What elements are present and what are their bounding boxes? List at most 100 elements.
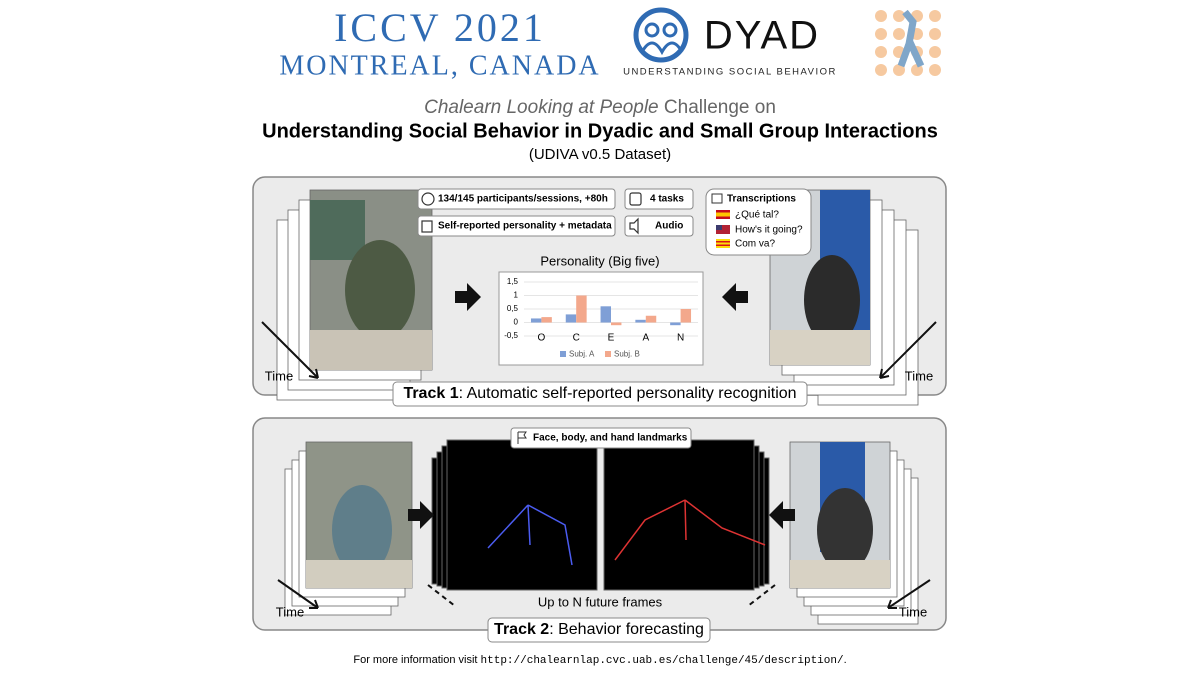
flag-stripe	[716, 212, 730, 217]
bar	[645, 315, 657, 323]
y-tick-label: 1,5	[507, 277, 519, 286]
decoration	[875, 9, 941, 76]
track-label-box	[392, 381, 808, 407]
footer-url[interactable]: http://chalearnlap.cvc.uab.es/challenge/…	[481, 655, 844, 667]
track-name: Track 2	[494, 621, 549, 638]
dot	[875, 64, 887, 76]
dot	[911, 64, 923, 76]
transcription-line: ¿Qué tal?	[735, 210, 779, 221]
chart-title: Personality (Big five)	[540, 253, 659, 268]
flag-cat	[716, 239, 730, 248]
flag-stripe	[716, 244, 730, 246]
dot	[893, 28, 905, 40]
transcription-line: How's it going?	[735, 225, 803, 236]
conference: ICCV 2021	[334, 5, 546, 50]
track-name: Track 1	[403, 385, 458, 402]
title: Understanding Social Behavior in Dyadic …	[262, 120, 938, 142]
badge-icons	[421, 192, 642, 235]
footer-end: .	[844, 654, 847, 666]
time-label: Time	[276, 604, 304, 619]
arrow	[769, 501, 795, 529]
arrow	[455, 283, 481, 311]
landmark-frame	[446, 439, 598, 591]
badge-text: 4 tasks	[650, 194, 684, 205]
skeleton	[487, 504, 573, 566]
track-label: Track 2: Behavior forecasting	[494, 621, 704, 638]
time-label: Time	[265, 368, 293, 383]
icon	[711, 193, 723, 204]
arrow	[722, 283, 748, 311]
bar	[530, 318, 542, 323]
transcription-line: Com va?	[735, 239, 775, 250]
track-label-box	[487, 617, 711, 643]
dot	[929, 64, 941, 76]
dot	[929, 10, 941, 22]
photo-detail	[310, 200, 365, 260]
y-tick-label: -0,5	[504, 331, 518, 340]
time-arrow	[261, 321, 319, 379]
table	[790, 560, 890, 588]
icon	[517, 431, 527, 444]
badge-text: Face, body, and hand landmarks	[533, 433, 688, 444]
bar	[680, 309, 692, 323]
location: MONTREAL, CANADA	[279, 50, 600, 81]
legend-label: Subj. A	[569, 350, 595, 359]
x-tick-label: E	[608, 333, 615, 344]
video-frames	[261, 189, 937, 406]
badge	[510, 427, 692, 449]
person	[345, 240, 415, 340]
x-tick-label: N	[677, 333, 684, 344]
x-tick-label: A	[642, 333, 649, 344]
transcriptions-title: Transcriptions	[727, 194, 796, 205]
x-tick-label: C	[573, 333, 580, 344]
skeleton	[614, 499, 766, 561]
person	[332, 485, 392, 575]
track-label: Track 1: Automatic self-reported persona…	[403, 385, 796, 402]
table	[310, 330, 432, 370]
future-arrow	[427, 584, 456, 607]
badge	[624, 215, 694, 237]
chart: 1,5 1 0,5 0 -0,5 O C E A N Subj. A Subj. B	[504, 277, 698, 359]
dot	[929, 46, 941, 58]
bar	[670, 322, 681, 326]
walker	[897, 9, 925, 68]
bar	[565, 314, 577, 323]
footer-text: For more information visit	[353, 654, 480, 666]
future-label: Up to N future frames	[538, 594, 663, 609]
time-label: Time	[905, 368, 933, 383]
dot	[929, 28, 941, 40]
challenge-line: Chalearn Looking at People Challenge on	[424, 97, 776, 118]
logo-tagline: UNDERSTANDING SOCIAL BEHAVIOR	[623, 67, 837, 78]
future-arrow	[747, 584, 776, 607]
badge-text: Self-reported personality + metadata	[438, 221, 612, 232]
landmark-frame	[603, 439, 755, 591]
badge-text: 134/145 participants/sessions, +80h	[438, 194, 608, 205]
y-tick-label: 0,5	[507, 304, 519, 313]
speech-bubble	[705, 188, 812, 256]
time-arrow	[887, 579, 931, 609]
bar	[611, 322, 622, 326]
time-arrow	[277, 579, 319, 609]
table	[306, 560, 412, 588]
x-tick-label: O	[538, 333, 546, 344]
legend-swatch	[560, 351, 566, 357]
video-frames	[277, 439, 931, 625]
badge-text: Audio	[655, 221, 683, 232]
dataset: (UDIVA v0.5 Dataset)	[529, 146, 671, 163]
bar	[576, 295, 587, 323]
dot	[875, 46, 887, 58]
y-tick-label: 0	[514, 318, 519, 327]
dyad-logo	[633, 7, 689, 63]
dot	[875, 10, 887, 22]
dot	[875, 28, 887, 40]
challenge-rest: Challenge on	[659, 97, 776, 118]
legend-swatch	[605, 351, 611, 357]
dot	[893, 10, 905, 22]
logo-name: DYAD	[704, 14, 820, 58]
bar	[635, 319, 646, 323]
table	[770, 330, 870, 365]
badge	[417, 215, 616, 237]
track-desc: : Automatic self-reported personality re…	[459, 385, 797, 402]
y-tick-label: 1	[514, 291, 519, 300]
person	[817, 488, 873, 572]
